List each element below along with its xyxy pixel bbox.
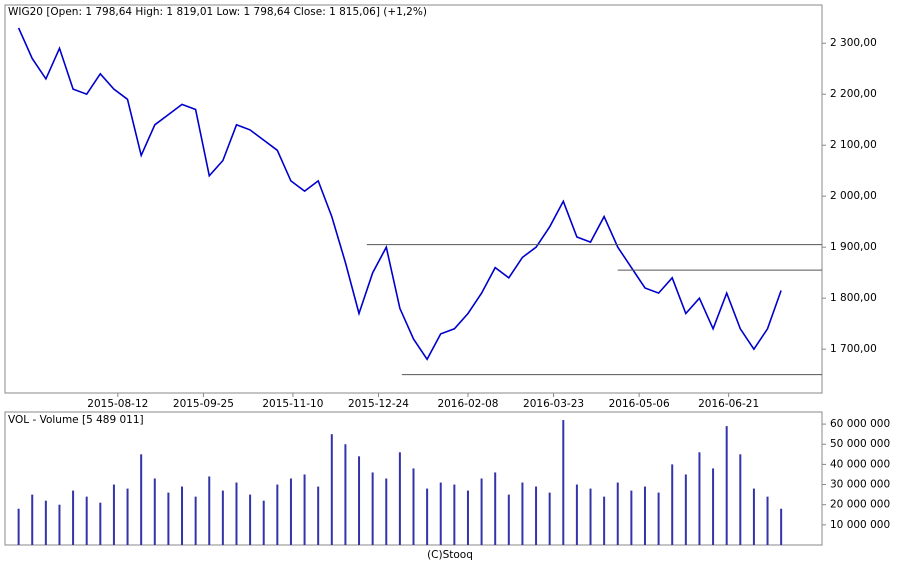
y-tick-label: 1 800,00 — [830, 292, 877, 304]
x-tick-label: 2016-06-21 — [698, 398, 759, 410]
y-tick-label: 30 000 000 — [830, 479, 890, 491]
volume-bar — [44, 500, 47, 545]
volume-bar — [548, 492, 551, 545]
volume-bar — [262, 500, 265, 545]
y-tick-label: 10 000 000 — [830, 519, 890, 531]
volume-bar — [58, 504, 61, 545]
volume-bar — [671, 464, 674, 545]
volume-bar — [712, 468, 715, 545]
volume-bar — [249, 494, 252, 545]
y-tick-label: 2 200,00 — [830, 88, 877, 100]
volume-bar — [589, 488, 592, 545]
volume-bar — [358, 456, 361, 545]
volume-bar — [208, 476, 211, 545]
x-tick-label: 2016-05-06 — [609, 398, 670, 410]
x-tick-label: 2015-09-25 — [173, 398, 234, 410]
volume-bar — [521, 482, 524, 545]
volume-bar — [657, 492, 660, 545]
volume-bar — [289, 478, 292, 545]
volume-bar — [140, 454, 143, 545]
volume-bar — [167, 492, 170, 545]
volume-bar — [780, 508, 783, 545]
footer: (C)Stooq — [427, 549, 473, 561]
y-tick-label: 40 000 000 — [830, 458, 890, 470]
volume-bar — [439, 482, 442, 545]
volume-bar — [31, 494, 34, 545]
volume-bar — [453, 484, 456, 545]
volume-bar — [194, 496, 197, 545]
volume-bar — [17, 508, 20, 545]
volume-bar — [507, 494, 510, 545]
volume-bar — [684, 474, 687, 545]
price-line — [17, 27, 782, 361]
volume-bar — [344, 444, 347, 545]
y-tick-label: 2 100,00 — [830, 139, 877, 151]
volume-bar — [317, 486, 320, 545]
volume-bar — [330, 434, 333, 545]
price-title: WIG20 [Open: 1 798,64 High: 1 819,01 Low… — [8, 6, 427, 18]
volume-bar — [466, 490, 469, 545]
x-tick-label: 2015-08-12 — [87, 398, 148, 410]
volume-bar — [112, 484, 115, 545]
volume-bar — [99, 502, 102, 545]
volume-bar — [221, 490, 224, 545]
volume-bar — [739, 454, 742, 545]
volume-bar — [85, 496, 88, 545]
volume-bar — [235, 482, 238, 545]
x-tick-label: 2015-11-10 — [262, 398, 323, 410]
volume-bar — [766, 496, 769, 545]
x-tick-label: 2016-02-08 — [437, 398, 498, 410]
price-panel — [4, 4, 823, 394]
volume-bar — [494, 472, 497, 545]
y-tick-label: 50 000 000 — [830, 438, 890, 450]
volume-bar — [126, 488, 129, 545]
volume-bar — [603, 496, 606, 545]
volume-bar — [153, 478, 156, 545]
volume-bar — [630, 490, 633, 545]
volume-bar — [562, 420, 565, 545]
y-tick-label: 2 000,00 — [830, 190, 877, 202]
volume-bar — [303, 474, 306, 545]
y-tick-label: 60 000 000 — [830, 418, 890, 430]
volume-bar — [426, 488, 429, 545]
volume-bar — [535, 486, 538, 545]
volume-bar — [616, 482, 619, 545]
volume-bar — [752, 488, 755, 545]
volume-bar — [698, 452, 701, 545]
y-tick-label: 2 300,00 — [830, 37, 877, 49]
volume-bar — [643, 486, 646, 545]
volume-bar — [725, 426, 728, 545]
y-tick-label: 1 900,00 — [830, 241, 877, 253]
y-tick-label: 20 000 000 — [830, 499, 890, 511]
x-tick-label: 2016-03-23 — [523, 398, 584, 410]
volume-bar — [385, 478, 388, 545]
volume-bar — [480, 478, 483, 545]
volume-bar — [412, 468, 415, 545]
volume-bar — [181, 486, 184, 545]
volume-bar — [398, 452, 401, 545]
volume-bar — [371, 472, 374, 545]
volume-bar — [276, 484, 279, 545]
volume-title: VOL - Volume [5 489 011] — [8, 414, 144, 426]
volume-bar — [575, 484, 578, 545]
volume-bar — [72, 490, 75, 545]
y-tick-label: 1 700,00 — [830, 343, 877, 355]
x-tick-label: 2015-12-24 — [348, 398, 409, 410]
